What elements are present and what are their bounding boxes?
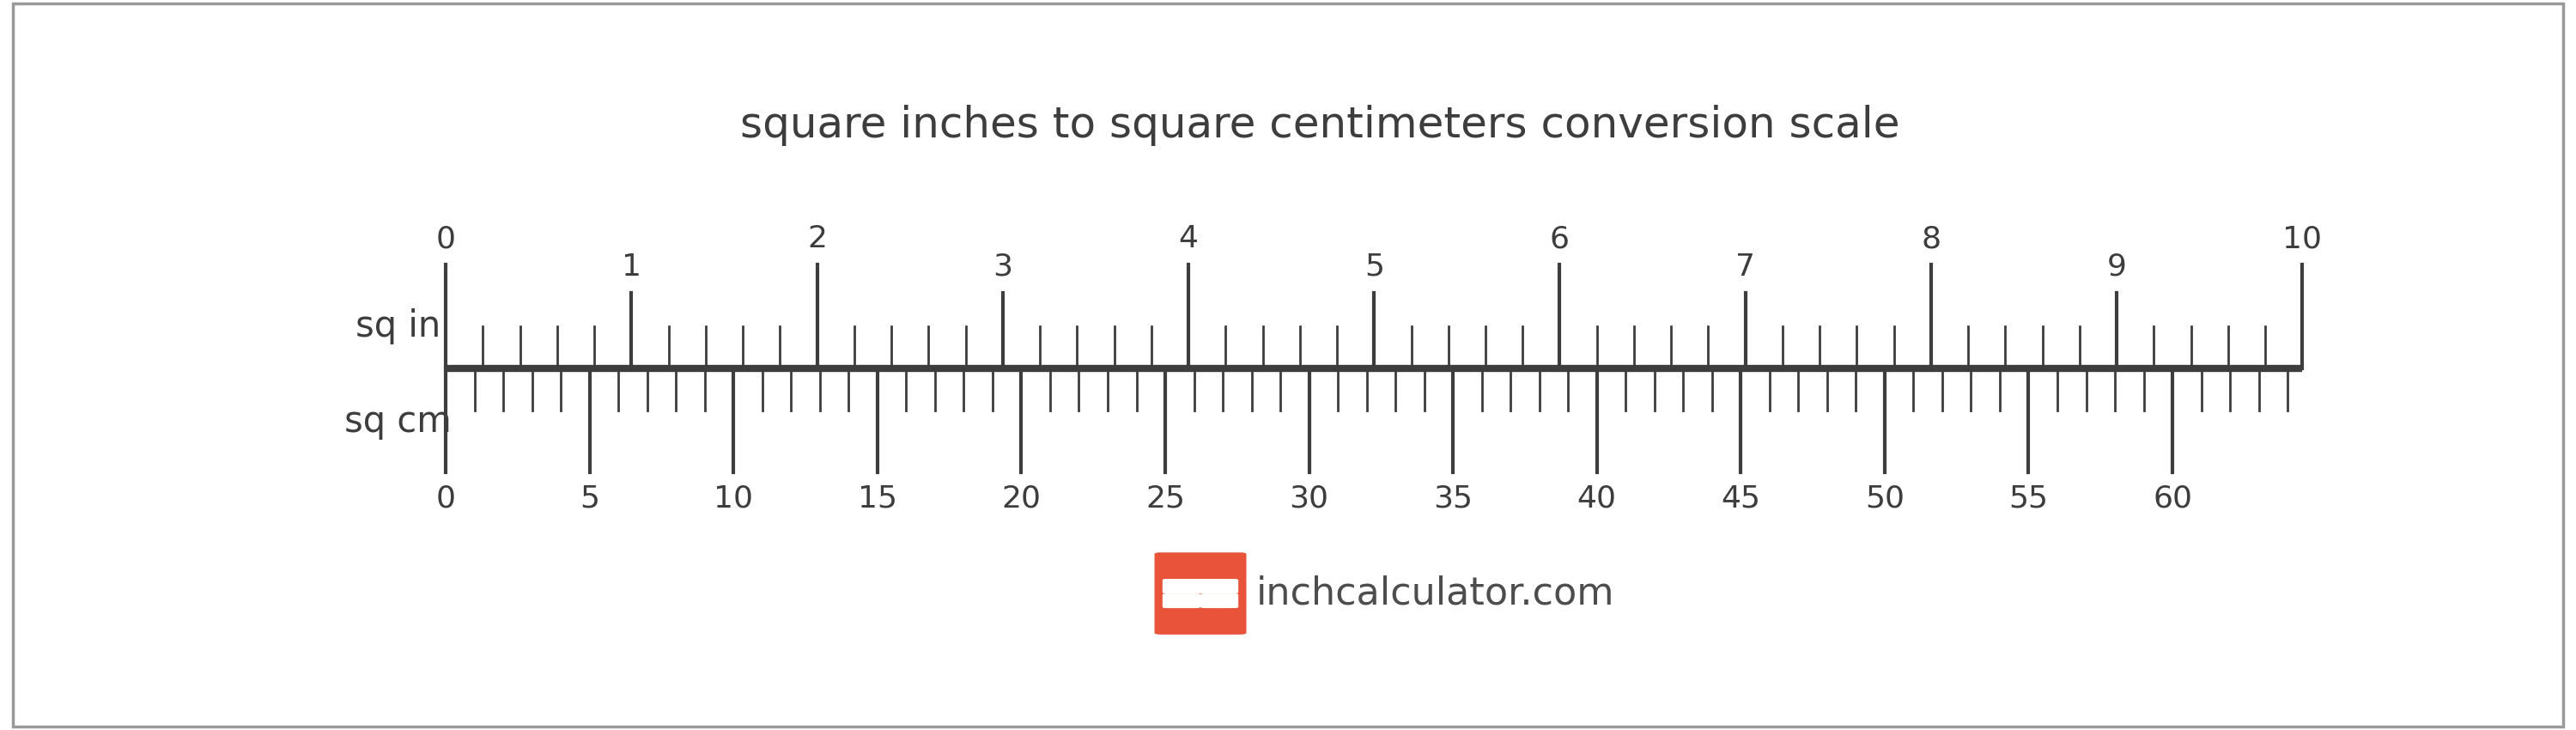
Text: 10: 10 [714, 484, 752, 513]
Text: 7: 7 [1736, 253, 1754, 282]
Text: 0: 0 [435, 224, 456, 253]
Text: 60: 60 [2154, 484, 2192, 513]
Text: 30: 30 [1291, 484, 1329, 513]
Text: sq cm: sq cm [345, 404, 451, 440]
FancyBboxPatch shape [1162, 593, 1200, 608]
Text: 15: 15 [858, 484, 896, 513]
Text: 1: 1 [621, 253, 641, 282]
Text: 40: 40 [1577, 484, 1618, 513]
Text: 10: 10 [2282, 224, 2321, 253]
Text: 35: 35 [1432, 484, 1473, 513]
Text: 5: 5 [580, 484, 600, 513]
FancyBboxPatch shape [1200, 593, 1239, 608]
Text: 5: 5 [1365, 253, 1383, 282]
Text: 3: 3 [992, 253, 1012, 282]
Text: 6: 6 [1551, 224, 1569, 253]
Text: inchcalculator.com: inchcalculator.com [1257, 575, 1615, 612]
Text: 20: 20 [1002, 484, 1041, 513]
Text: 4: 4 [1180, 224, 1198, 253]
Text: 50: 50 [1865, 484, 1904, 513]
Text: 8: 8 [1922, 224, 1942, 253]
Text: 55: 55 [2009, 484, 2048, 513]
Text: 2: 2 [806, 224, 827, 253]
Text: 45: 45 [1721, 484, 1759, 513]
Text: 9: 9 [2107, 253, 2128, 282]
Text: 25: 25 [1146, 484, 1185, 513]
Text: sq in: sq in [355, 309, 440, 345]
Text: 0: 0 [435, 484, 456, 513]
Text: square inches to square centimeters conversion scale: square inches to square centimeters conv… [739, 104, 1901, 146]
FancyBboxPatch shape [1154, 553, 1247, 634]
FancyBboxPatch shape [1162, 579, 1239, 593]
